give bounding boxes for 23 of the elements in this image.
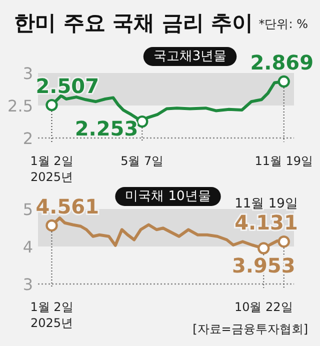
x-tick-label: 1월 2일 2025년 (30, 154, 74, 184)
annotation: 3.953 (232, 253, 296, 278)
x-tick-label: 5월 7일 (120, 154, 164, 168)
y-tick-label: 3 (22, 64, 33, 83)
annotation: 2.253 (74, 116, 138, 141)
chart-title: 미국채 10년물 (125, 189, 211, 204)
annotation: 4.561 (36, 194, 100, 218)
x-tick-label: 11월 19일 (254, 154, 314, 168)
x-tick-label: 10월 22일 (234, 300, 293, 314)
text: [자료=금융투자협회] (192, 322, 308, 336)
y-tick-label: 3 (22, 275, 33, 294)
text: *단위: % (258, 17, 308, 31)
y-tick-label: 4 (22, 238, 33, 256)
annotation: 4.131 (234, 210, 298, 235)
annotation: 11월 19일 (234, 196, 298, 212)
y-tick-label: 2.5 (8, 96, 33, 116)
y-tick-label: 5 (22, 200, 33, 219)
y-tick-label: 2 (22, 129, 33, 148)
chart-subtitle: 국고채3년물 (153, 49, 227, 64)
chart-title: 한미 주요 국채 금리 추이 (14, 11, 254, 35)
annotation: 2.869 (250, 50, 314, 75)
x-tick-label: 1월 2일 2025년 (30, 300, 74, 330)
annotation: 2.507 (36, 74, 100, 98)
